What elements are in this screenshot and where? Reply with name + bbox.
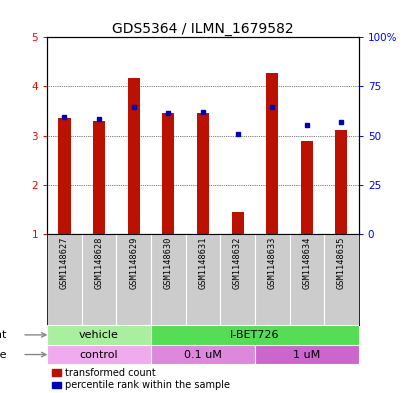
Bar — [185, 234, 220, 325]
Bar — [81, 234, 116, 325]
Text: agent: agent — [0, 330, 7, 340]
Bar — [289, 234, 324, 325]
Text: vehicle: vehicle — [79, 330, 119, 340]
Bar — [47, 345, 151, 364]
Bar — [300, 141, 312, 234]
Bar — [116, 234, 151, 325]
Bar — [162, 113, 174, 234]
Text: GSM1148630: GSM1148630 — [164, 237, 173, 289]
Bar — [58, 118, 70, 234]
Bar — [254, 345, 358, 364]
Bar — [151, 345, 254, 364]
Text: 1 uM: 1 uM — [292, 349, 320, 360]
Bar — [93, 121, 105, 234]
Bar — [151, 234, 185, 325]
Bar — [127, 77, 139, 234]
Bar — [47, 234, 81, 325]
Bar — [324, 234, 358, 325]
Text: GSM1148628: GSM1148628 — [94, 237, 103, 289]
Bar — [220, 234, 254, 325]
Text: control: control — [80, 349, 118, 360]
Bar — [151, 325, 358, 345]
Text: I-BET726: I-BET726 — [229, 330, 279, 340]
Bar — [335, 130, 347, 234]
Text: GSM1148627: GSM1148627 — [60, 237, 69, 289]
Text: GSM1148634: GSM1148634 — [301, 237, 310, 289]
Title: GDS5364 / ILMN_1679582: GDS5364 / ILMN_1679582 — [112, 22, 293, 36]
Text: GSM1148631: GSM1148631 — [198, 237, 207, 289]
Text: dose: dose — [0, 349, 7, 360]
Legend: transformed count, percentile rank within the sample: transformed count, percentile rank withi… — [52, 368, 229, 390]
Bar — [231, 212, 243, 234]
Text: 0.1 uM: 0.1 uM — [184, 349, 221, 360]
Text: GSM1148633: GSM1148633 — [267, 237, 276, 289]
Bar — [254, 234, 289, 325]
Text: GSM1148632: GSM1148632 — [232, 237, 241, 289]
Bar — [47, 325, 151, 345]
Text: GSM1148629: GSM1148629 — [129, 237, 138, 289]
Bar — [265, 73, 278, 234]
Text: GSM1148635: GSM1148635 — [336, 237, 345, 289]
Bar — [196, 113, 209, 234]
